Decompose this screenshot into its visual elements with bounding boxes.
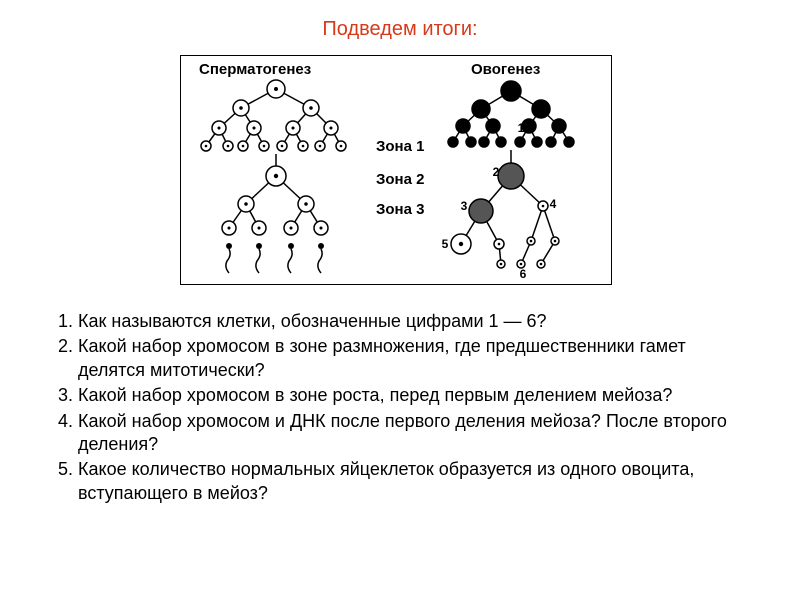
page: Подведем итоги: Сперматогенез Овогенез Зон… [0, 0, 800, 600]
svg-text:3: 3 [461, 199, 468, 213]
svg-text:Сперматогенез: Сперматогенез [199, 61, 311, 78]
questions-block: Как называются клетки, обозначенные цифр… [50, 310, 750, 507]
svg-text:Зона 1: Зона 1 [376, 138, 424, 155]
svg-text:Зона 3: Зона 3 [376, 201, 424, 218]
svg-text:4: 4 [550, 197, 557, 211]
svg-text:2: 2 [493, 165, 500, 179]
svg-text:1: 1 [518, 121, 525, 135]
page-title: Подведем итоги: [0, 18, 800, 41]
svg-text:Зона 2: Зона 2 [376, 171, 424, 188]
question-item: Какой набор хромосом в зоне размножения,… [78, 335, 750, 382]
question-item: Какой набор хромосом и ДНК после первого… [78, 410, 750, 457]
question-item: Как называются клетки, обозначенные цифр… [78, 310, 750, 333]
svg-text:6: 6 [520, 267, 527, 281]
question-item: Какой набор хромосом в зоне роста, перед… [78, 384, 750, 407]
gametogenesis-diagram: Сперматогенез Овогенез Зона 1 Зона 2 Зона 3 1… [180, 55, 612, 285]
svg-text:5: 5 [442, 237, 449, 251]
svg-text:Овогенез: Овогенез [471, 61, 540, 78]
questions-list: Как называются клетки, обозначенные цифр… [50, 310, 750, 505]
question-item: Какое количество нормальных яйцеклеток о… [78, 458, 750, 505]
